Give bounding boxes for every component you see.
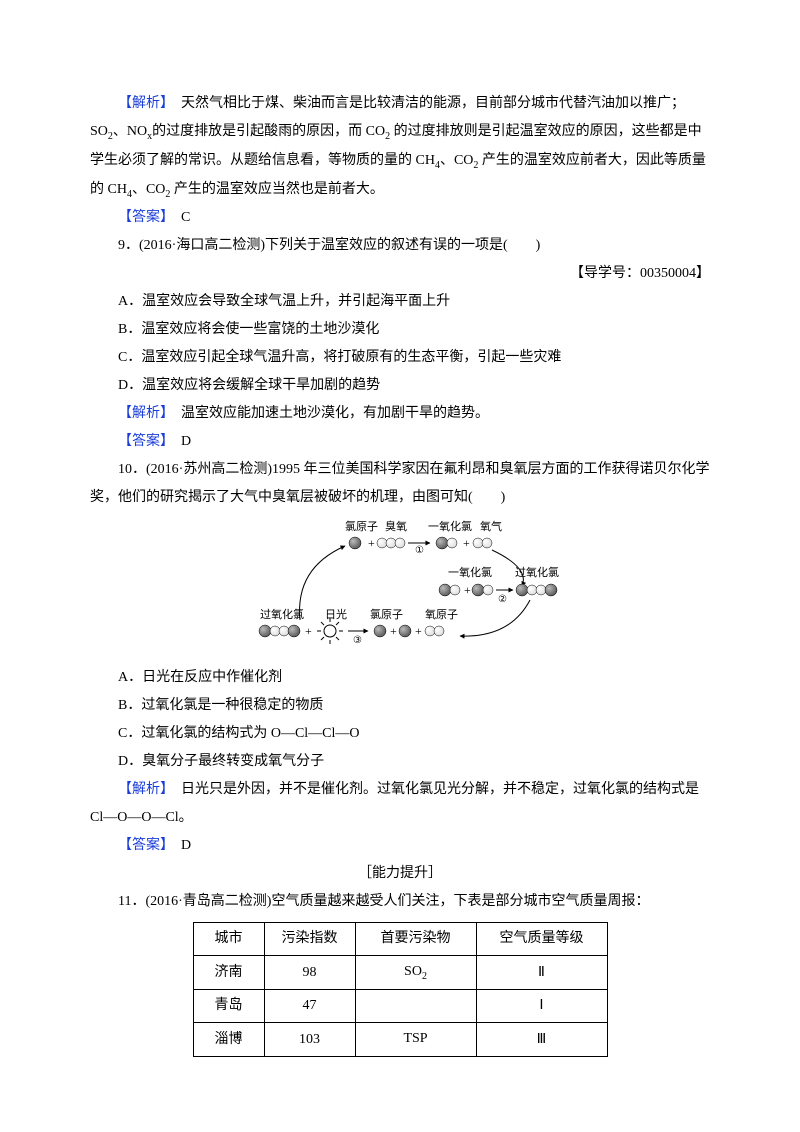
table-row: 济南 98 SO2 Ⅱ	[193, 956, 607, 990]
cell-index: 98	[264, 956, 355, 990]
cell-city: 济南	[193, 956, 264, 990]
th-level: 空气质量等级	[476, 923, 607, 956]
answer-value: C	[167, 210, 190, 225]
answer-value: D	[167, 434, 191, 449]
th-city: 城市	[193, 923, 264, 956]
explanation-label: 【解析】	[118, 782, 167, 797]
section-heading: ［能力提升］	[90, 860, 710, 888]
svg-text:+: +	[390, 624, 397, 638]
text: 产生的温室效应当然也是前者大。	[170, 182, 384, 197]
q10-option-c: C．过氧化氯的结构式为 O—Cl—Cl—O	[90, 720, 710, 748]
cell-city: 淄博	[193, 1023, 264, 1057]
text: 、NO	[113, 124, 147, 139]
q10-option-d: D．臭氧分子最终转变成氧气分子	[90, 748, 710, 776]
cell-level: Ⅲ	[476, 1023, 607, 1057]
th-index: 污染指数	[264, 923, 355, 956]
answer-label: 【答案】	[118, 210, 167, 225]
q9-option-d: D．温室效应将会缓解全球干旱加剧的趋势	[90, 372, 710, 400]
explanation-label: 【解析】	[118, 406, 167, 421]
table-header-row: 城市 污染指数 首要污染物 空气质量等级	[193, 923, 607, 956]
th-pollutant: 首要污染物	[355, 923, 476, 956]
label-clo-2: 一氧化氯	[448, 565, 492, 579]
svg-text:+: +	[305, 624, 312, 638]
table-row: 青岛 47 Ⅰ	[193, 990, 607, 1023]
label-clo2-left: 过氧化氯	[260, 607, 304, 621]
q9-ref-line: 【导学号：00350004】	[90, 260, 710, 288]
q10-option-a: A．日光在反应中作催化剂	[90, 664, 710, 692]
q10-explanation: 【解析】 日光只是外因，并不是催化剂。过氧化氯见光分解，并不稳定，过氧化氯的结构…	[90, 776, 710, 832]
label-o-atom: 氧原子	[425, 607, 458, 621]
q10-stem: 10．(2016·苏州高二检测)1995 年三位美国科学家因在氟利昂和臭氧层方面…	[90, 456, 710, 512]
cell-level: Ⅱ	[476, 956, 607, 990]
cell-pollutant: TSP	[355, 1023, 476, 1057]
q11-table: 城市 污染指数 首要污染物 空气质量等级 济南 98 SO2 Ⅱ 青岛 47 Ⅰ…	[193, 922, 608, 1057]
cell-pollutant	[355, 990, 476, 1023]
q9-explanation: 【解析】 温室效应能加速土地沙漠化，有加剧干旱的趋势。	[90, 400, 710, 428]
label-cl-atom: 氯原子	[345, 519, 378, 533]
label-ozone: 臭氧	[385, 519, 407, 533]
q9-option-b: B．温室效应将会使一些富饶的土地沙漠化	[90, 316, 710, 344]
step-2: ②	[498, 594, 507, 605]
step-1: ①	[415, 545, 424, 556]
cell-city: 青岛	[193, 990, 264, 1023]
label-clo: 一氧化氯	[428, 519, 472, 533]
text: 日光只是外因，并不是催化剂。过氧化氯见光分解，并不稳定，过氧化氯的结构式是 Cl…	[90, 782, 699, 825]
answer-value: D	[167, 838, 191, 853]
q11-stem: 11．(2016·青岛高二检测)空气质量越来越受人们关注，下表是部分城市空气质量…	[90, 888, 710, 916]
reference-number: 【导学号：00350004】	[570, 260, 710, 288]
text: 、CO	[440, 153, 473, 168]
svg-text:+: +	[368, 536, 375, 550]
table-row: 淄博 103 TSP Ⅲ	[193, 1023, 607, 1057]
cell-level: Ⅰ	[476, 990, 607, 1023]
label-o2: 氧气	[480, 519, 502, 533]
q9-option-a: A．温室效应会导致全球气温上升，并引起海平面上升	[90, 288, 710, 316]
q8-explanation: 【解析】 天然气相比于煤、柴油而言是比较清洁的能源，目前部分城市代替汽油加以推广…	[90, 90, 710, 204]
q10-option-b: B．过氧化氯是一种很稳定的物质	[90, 692, 710, 720]
text: 的过度排放是引起酸雨的原因，而 CO	[152, 124, 385, 139]
q10-diagram: 氯原子 臭氧 一氧化氯 氧气 + ① + 一氧化氯 过氧化氯	[90, 518, 710, 658]
q10-answer: 【答案】 D	[90, 832, 710, 860]
label-sunlight: 日光	[325, 607, 347, 621]
text: 、CO	[132, 182, 165, 197]
answer-label: 【答案】	[118, 838, 167, 853]
explanation-label: 【解析】	[118, 96, 167, 111]
step-3: ③	[353, 635, 362, 646]
answer-label: 【答案】	[118, 434, 167, 449]
label-cl-atom-2: 氯原子	[370, 607, 403, 621]
svg-text:+: +	[415, 624, 422, 638]
svg-text:+: +	[464, 583, 471, 597]
svg-text:+: +	[463, 536, 470, 550]
q8-answer: 【答案】 C	[90, 204, 710, 232]
text: 温室效应能加速土地沙漠化，有加剧干旱的趋势。	[167, 406, 489, 421]
label-clo2: 过氧化氯	[515, 565, 559, 579]
q9-answer: 【答案】 D	[90, 428, 710, 456]
cell-index: 47	[264, 990, 355, 1023]
q9-stem: 9．(2016·海口高二检测)下列关于温室效应的叙述有误的一项是( )	[90, 232, 710, 260]
cell-pollutant: SO2	[355, 956, 476, 990]
q9-option-c: C．温室效应引起全球气温升高，将打破原有的生态平衡，引起一些灾难	[90, 344, 710, 372]
cell-index: 103	[264, 1023, 355, 1057]
